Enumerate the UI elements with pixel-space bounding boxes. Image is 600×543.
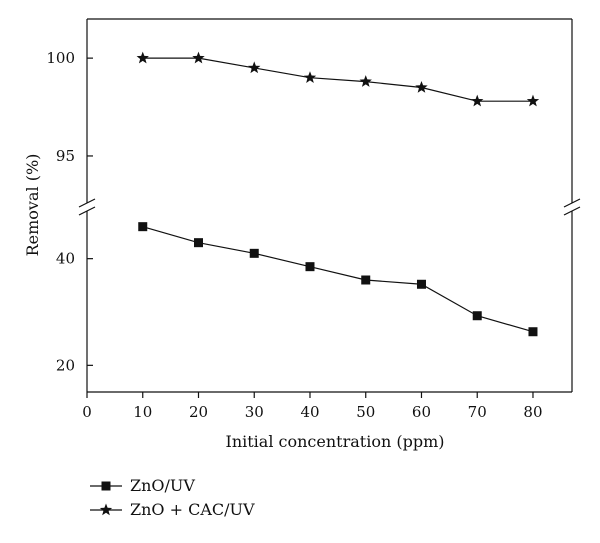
series-layer: [136, 51, 540, 337]
data-point: [528, 327, 538, 337]
legend-label: ZnO + CAC/UV: [130, 500, 255, 519]
data-point: [192, 51, 205, 64]
ticks: 0 10 20 30 40 50 60 70 80 20 40 95 100: [46, 49, 542, 421]
x-tick-label: 30: [245, 403, 264, 421]
data-point: [526, 94, 540, 107]
legend-item: ZnO + CAC/UV: [90, 500, 255, 519]
series-line: [142, 57, 533, 102]
y-tick-label: 95: [56, 147, 75, 165]
legend: ZnO/UV ZnO + CAC/UV: [90, 476, 255, 519]
legend-marker: [99, 503, 113, 516]
data-point: [361, 275, 371, 285]
legend-marker: [101, 481, 111, 491]
series-line: [142, 226, 534, 333]
axes: [78, 18, 581, 393]
y-tick-label: 40: [56, 250, 75, 268]
x-tick-label: 60: [412, 403, 431, 421]
data-point: [359, 75, 372, 87]
data-point: [472, 311, 482, 321]
x-tick-label: 20: [189, 403, 208, 421]
x-axis-title: Initial concentration (ppm): [226, 432, 445, 451]
data-point: [136, 51, 149, 64]
y-tick-label: 100: [46, 49, 75, 67]
data-point: [415, 80, 428, 93]
legend-label: ZnO/UV: [130, 476, 195, 495]
x-tick-label: 70: [468, 403, 487, 421]
series-2: [136, 51, 540, 107]
data-point: [249, 248, 259, 258]
x-tick-label: 0: [82, 403, 92, 421]
legend-item: ZnO/UV: [90, 476, 195, 495]
axis-break-left: [78, 198, 96, 216]
x-tick-label: 80: [523, 403, 542, 421]
data-point: [138, 222, 148, 232]
y-tick-label: 20: [56, 356, 75, 374]
x-tick-label: 40: [300, 403, 319, 421]
x-tick-label: 10: [133, 403, 152, 421]
axis-break-right: [563, 198, 581, 216]
data-point: [471, 94, 484, 107]
data-point: [305, 262, 315, 272]
data-point: [193, 238, 203, 248]
series-1: [138, 222, 538, 337]
data-point: [416, 279, 426, 289]
data-point: [248, 61, 261, 74]
y-axis-title: Removal (%): [23, 154, 42, 257]
data-point: [303, 71, 317, 83]
x-tick-label: 50: [356, 403, 375, 421]
